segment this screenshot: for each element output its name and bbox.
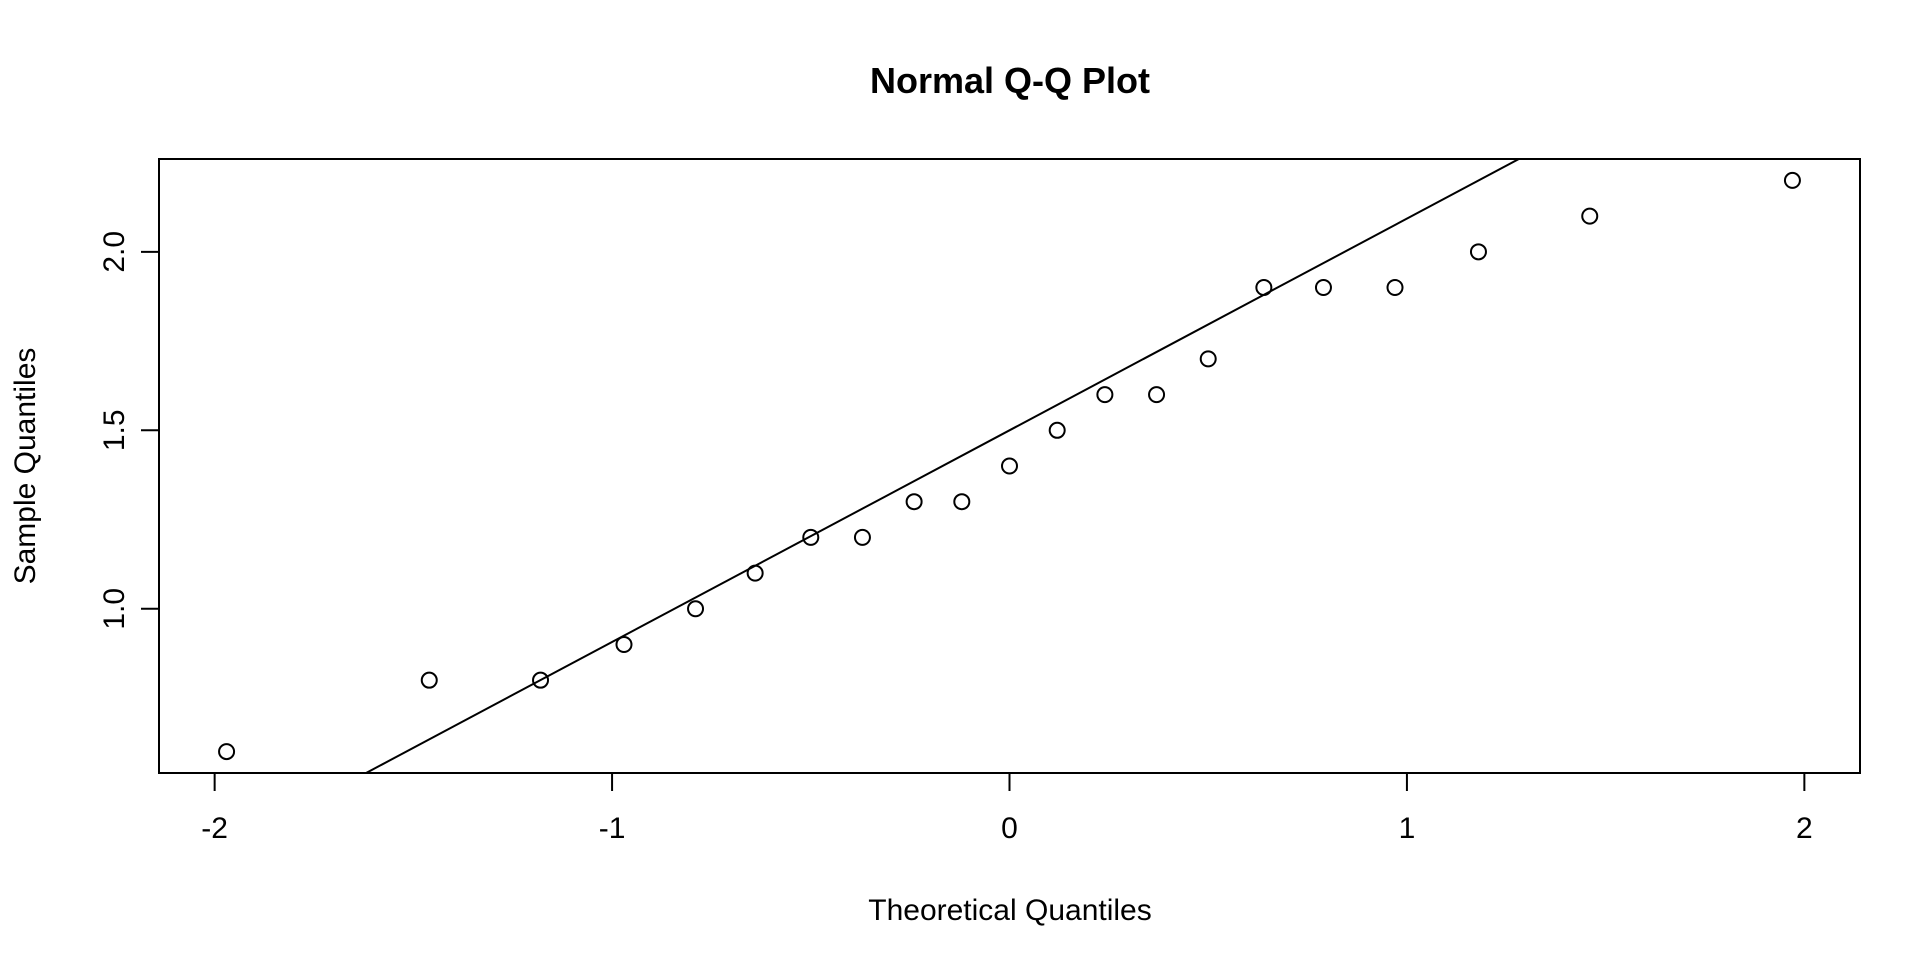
- data-point-9: [953, 493, 971, 511]
- data-point-2: [532, 671, 550, 689]
- x-axis-label: Theoretical Quantiles: [868, 894, 1151, 927]
- data-point-8: [905, 493, 923, 511]
- data-point-14: [1199, 350, 1217, 368]
- data-point-18: [1469, 243, 1487, 261]
- x-axis: -2 -1 0 1 2: [201, 773, 1813, 845]
- data-point-11: [1048, 421, 1066, 439]
- x-tick-label-4: 2: [1796, 812, 1813, 845]
- data-point-1: [420, 671, 438, 689]
- y-tick-label-1: 1.5: [98, 409, 131, 451]
- y-tick-label-2: 2.0: [98, 231, 131, 273]
- data-point-12: [1096, 386, 1114, 404]
- data-point-3: [615, 635, 633, 653]
- data-point-15: [1255, 279, 1273, 297]
- data-point-6: [802, 528, 820, 546]
- y-tick-label-0: 1.0: [98, 588, 131, 630]
- data-point-5: [746, 564, 764, 582]
- plot-frame: [158, 158, 1861, 774]
- data-point-19: [1581, 207, 1599, 225]
- data-point-7: [853, 528, 871, 546]
- reference-line: [363, 159, 1521, 773]
- data-point-0: [218, 743, 236, 761]
- data-point-4: [687, 600, 705, 618]
- data-point-10: [1001, 457, 1018, 475]
- data-point-16: [1314, 279, 1332, 297]
- chart-title: Normal Q-Q Plot: [870, 60, 1150, 101]
- x-tick-label-2: 0: [1001, 812, 1018, 845]
- data-points: [218, 171, 1801, 761]
- data-point-20: [1783, 171, 1801, 189]
- x-tick-label-1: -1: [599, 812, 626, 845]
- y-axis: 1.0 1.5 2.0: [98, 231, 159, 630]
- data-point-13: [1148, 386, 1166, 404]
- x-tick-label-0: -2: [201, 812, 228, 845]
- x-tick-label-3: 1: [1399, 812, 1416, 845]
- data-point-17: [1386, 279, 1404, 297]
- y-axis-label: Sample Quantiles: [9, 348, 42, 585]
